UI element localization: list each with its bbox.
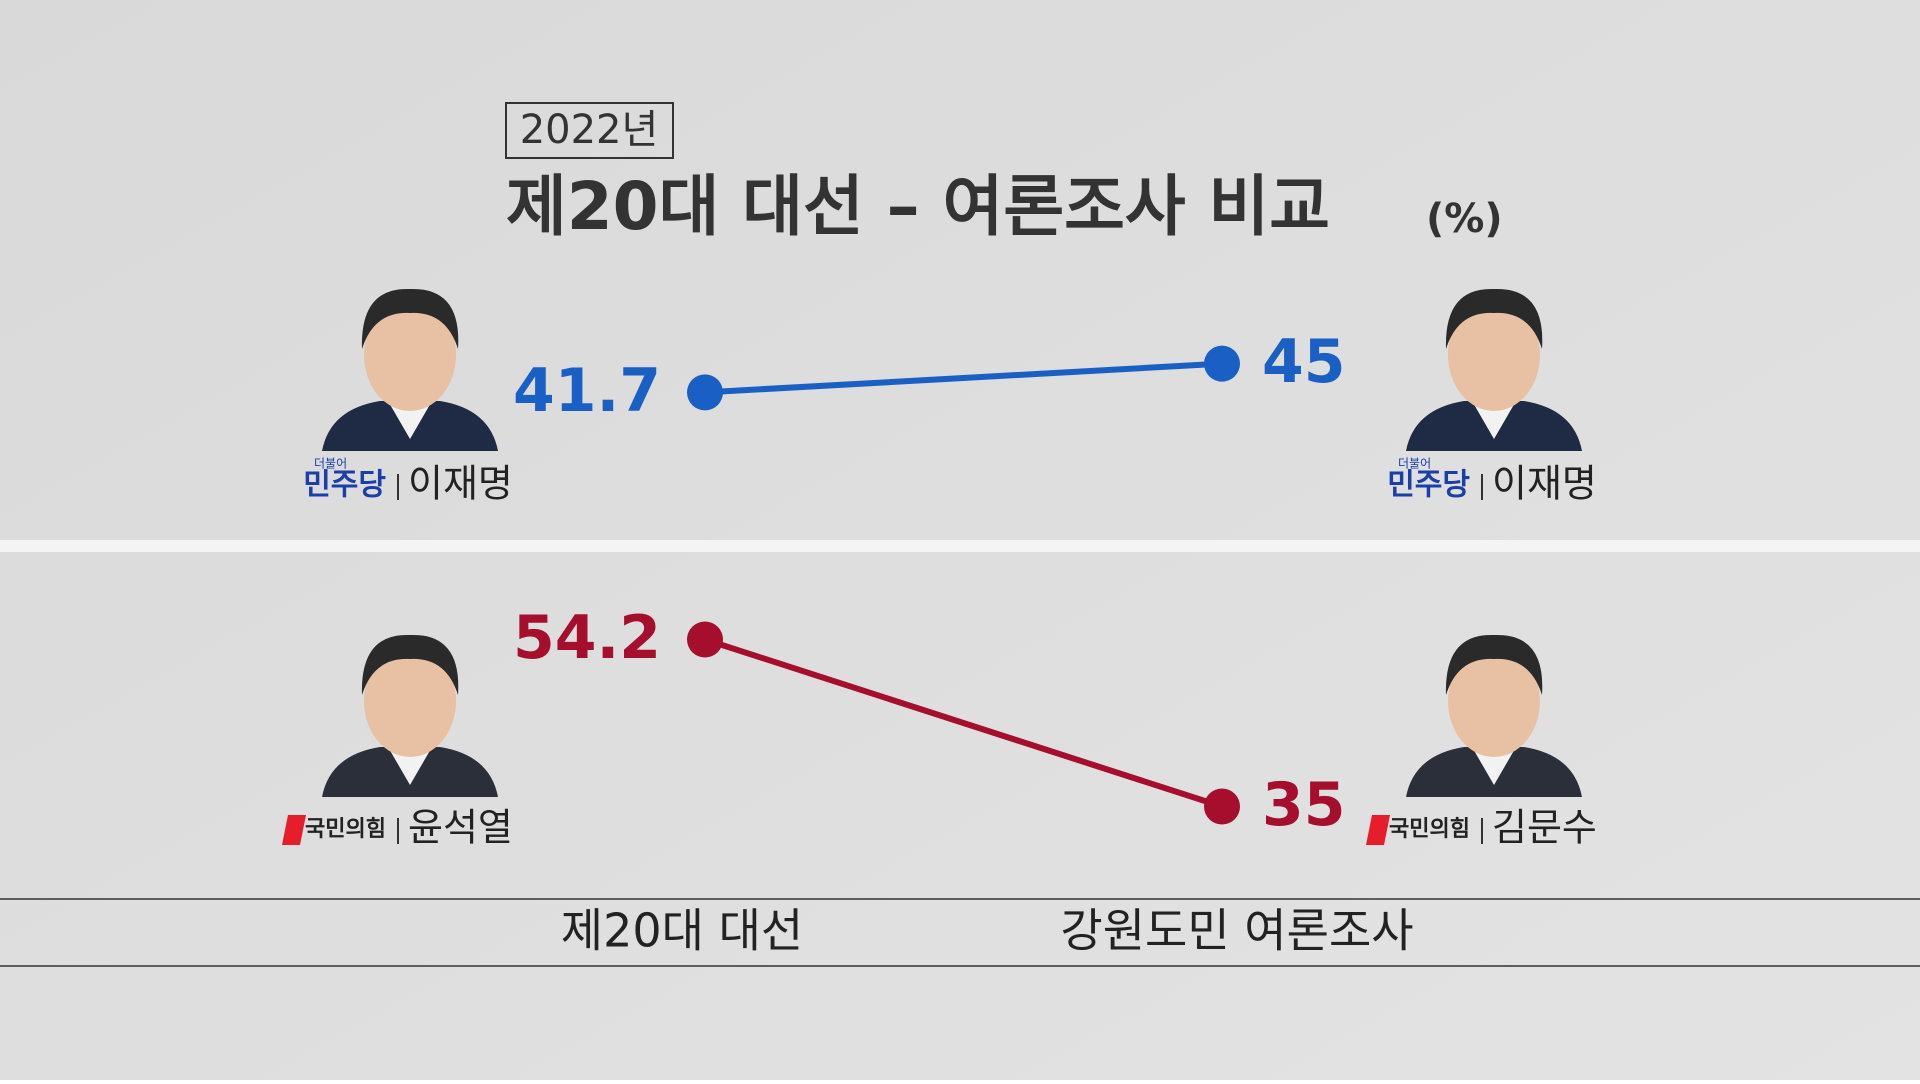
point bbox=[687, 374, 723, 411]
point bbox=[1204, 788, 1240, 825]
candidate-photo bbox=[1406, 288, 1582, 451]
point bbox=[1204, 345, 1240, 382]
photo-hair bbox=[1445, 634, 1543, 695]
candidate-photo bbox=[322, 288, 498, 451]
candidate-name: 이재명 bbox=[408, 462, 513, 506]
party: 국민의힘 bbox=[1389, 817, 1470, 842]
photo-hair bbox=[1445, 288, 1543, 349]
line bbox=[704, 636, 1223, 810]
party-icon bbox=[282, 815, 306, 845]
badge: 2022년 bbox=[520, 107, 659, 153]
party-icon bbox=[1366, 815, 1390, 845]
party: 민주당 bbox=[1387, 468, 1470, 503]
value-label: 45 bbox=[1262, 327, 1346, 397]
separator bbox=[0, 540, 1920, 552]
chart-title: 제20대 대선 – 여론조사 비교 bbox=[506, 168, 1330, 245]
x-tick-label: 강원도민 여론조사 bbox=[1060, 904, 1413, 958]
photo-face bbox=[364, 299, 456, 411]
badge-box bbox=[505, 102, 674, 159]
value-label: 41.7 bbox=[513, 356, 661, 426]
photo-hair bbox=[361, 288, 459, 349]
photo-face bbox=[1448, 645, 1540, 757]
x-tick-label: 제20대 대선 bbox=[561, 904, 803, 958]
party: 민주당 bbox=[303, 468, 386, 503]
photo-collar bbox=[388, 401, 432, 439]
photo-collar bbox=[1472, 747, 1516, 785]
photo-hair bbox=[361, 634, 459, 695]
value-label: 35 bbox=[1262, 770, 1346, 840]
line bbox=[704, 360, 1223, 396]
candidate-name: 김문수 bbox=[1492, 806, 1597, 850]
candidate-photo bbox=[322, 634, 498, 797]
party-small: 더불어 bbox=[314, 457, 347, 471]
candidate-name: 윤석열 bbox=[408, 806, 513, 850]
photo-collar bbox=[388, 747, 432, 785]
party-small: 더불어 bbox=[1398, 457, 1431, 471]
candidate-photo bbox=[1406, 634, 1582, 797]
unit: (%) bbox=[1426, 196, 1503, 242]
value-label: 54.2 bbox=[513, 603, 661, 673]
photo-face bbox=[1448, 299, 1540, 411]
party: 국민의힘 bbox=[305, 817, 386, 842]
photo-collar bbox=[1472, 401, 1516, 439]
photo-face bbox=[364, 645, 456, 757]
point bbox=[687, 621, 723, 658]
candidate-name: 이재명 bbox=[1492, 462, 1597, 506]
